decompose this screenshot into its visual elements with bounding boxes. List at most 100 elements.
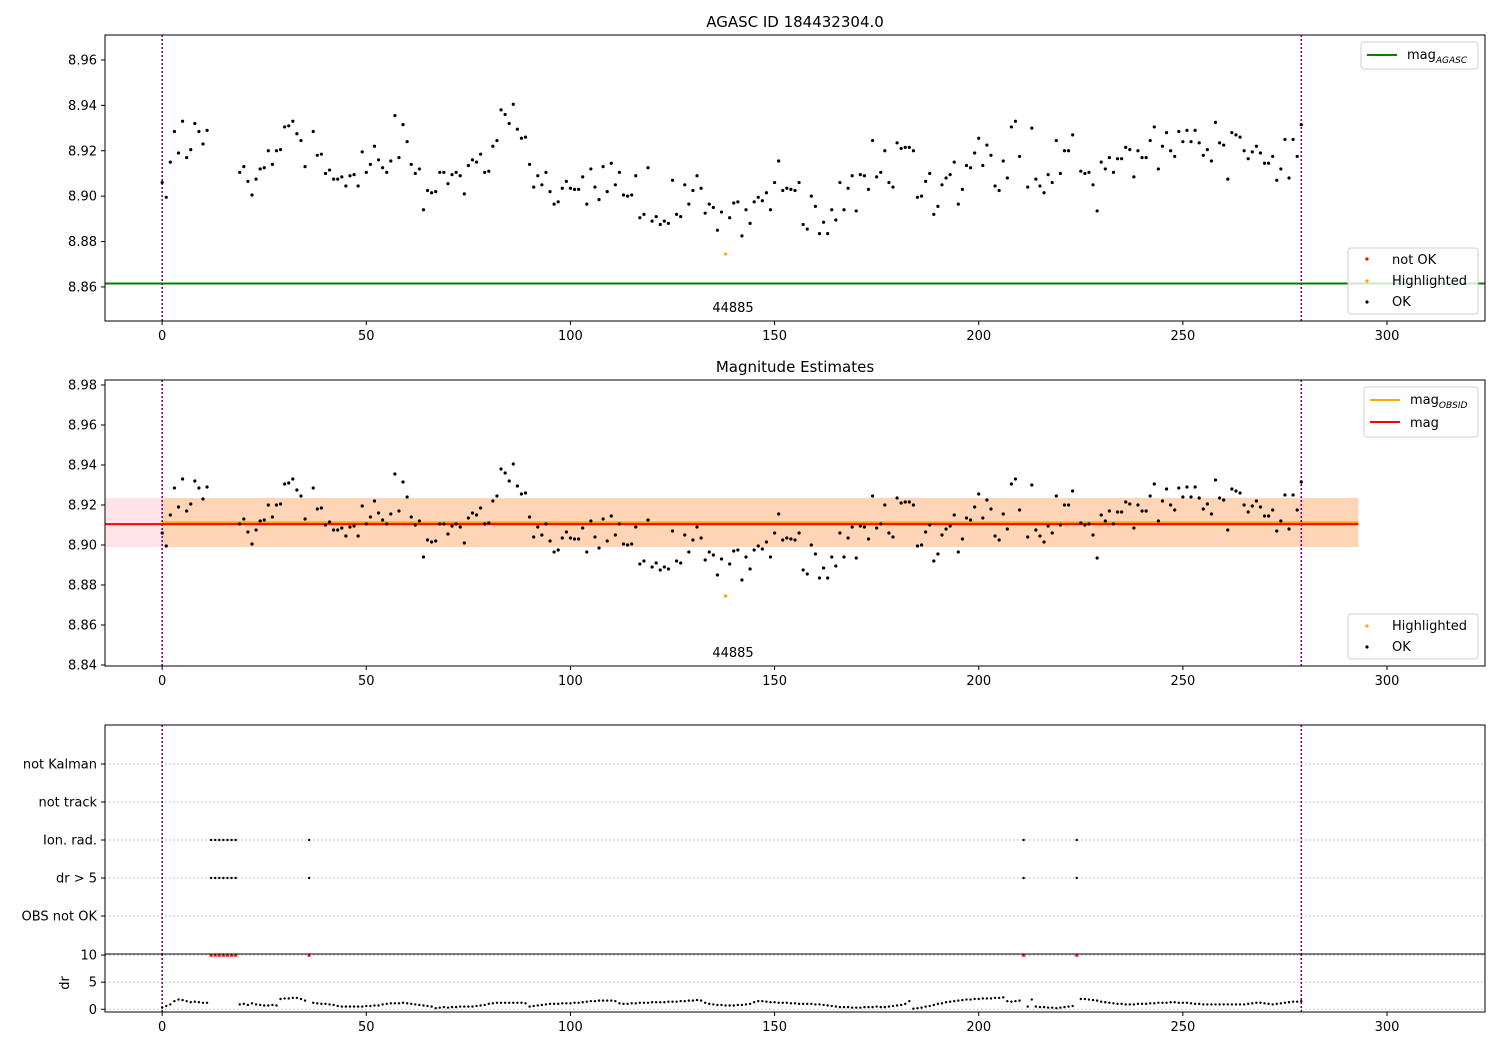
dr-point — [879, 1005, 882, 1009]
y-tick-label: 8.92 — [68, 144, 97, 159]
ok-point — [401, 123, 405, 127]
dr-point — [642, 1001, 646, 1004]
ok-point — [160, 531, 164, 535]
dr-point — [663, 1001, 666, 1004]
dr-point — [434, 1007, 437, 1010]
ok-point — [838, 180, 842, 185]
dr-point — [985, 997, 989, 1000]
panel-magnitude-frame — [104, 379, 1486, 667]
ok-point — [1091, 183, 1095, 187]
ok-point — [989, 507, 993, 511]
ok-point — [425, 188, 430, 193]
ok-point — [568, 186, 573, 190]
ok-point — [854, 556, 858, 560]
ok-point — [1144, 155, 1148, 160]
ok-point — [413, 171, 417, 176]
flag-point — [1022, 876, 1025, 880]
x-tick-label: 100 — [558, 674, 583, 689]
ok-point — [446, 182, 450, 186]
ok-point — [932, 559, 936, 563]
ok-point — [997, 188, 1001, 193]
ok-point — [283, 125, 287, 129]
y-tick-label: 8.86 — [68, 280, 97, 295]
ok-point — [679, 561, 683, 565]
flag-point — [1022, 838, 1025, 842]
legend-label-ok: OK — [1392, 295, 1411, 310]
dr-point — [165, 1004, 168, 1008]
x-tick-label: 200 — [966, 329, 991, 344]
dr-clipped-marker — [225, 952, 230, 957]
ok-point — [1197, 496, 1201, 500]
ok-point — [691, 188, 695, 193]
dr-point — [356, 1005, 360, 1008]
dr-point — [814, 1003, 817, 1006]
ok-point — [458, 525, 462, 529]
ok-point — [1238, 491, 1242, 495]
dr-point — [1079, 997, 1082, 1001]
ok-point — [340, 526, 344, 530]
dr-point — [691, 999, 695, 1002]
ok-point — [381, 166, 385, 170]
ok-point — [1283, 493, 1287, 497]
dr-point — [863, 1005, 866, 1009]
dr-point — [687, 999, 691, 1002]
ok-point — [838, 531, 842, 535]
dr-point — [569, 1002, 572, 1005]
ok-point — [597, 197, 601, 202]
dr-point — [891, 1004, 895, 1008]
panel-agasc-points — [160, 102, 1303, 256]
ok-point — [1054, 494, 1058, 498]
dr-point — [899, 1003, 903, 1007]
ok-point — [185, 509, 189, 513]
ok-point — [1034, 528, 1038, 532]
dr-point — [818, 1003, 821, 1006]
dr-point — [728, 1004, 731, 1007]
dr-point — [1038, 1005, 1042, 1009]
ok-point — [650, 219, 654, 223]
legend-box — [1360, 41, 1479, 70]
dr-point — [193, 1000, 197, 1003]
ok-point — [658, 568, 662, 572]
ok-point — [556, 200, 560, 204]
ok-point — [250, 542, 254, 546]
ok-point — [985, 143, 989, 147]
ok-point — [1132, 526, 1136, 530]
x-tick-label: 150 — [762, 674, 787, 689]
ok-point — [719, 557, 724, 561]
dr-point — [1206, 1003, 1209, 1006]
ok-point — [238, 170, 242, 174]
ok-point — [1156, 519, 1160, 523]
ok-point — [532, 185, 536, 189]
ok-point — [364, 170, 368, 174]
dr-point — [405, 1002, 409, 1005]
ok-point — [287, 481, 291, 485]
dr-point — [397, 1002, 401, 1005]
ok-point — [1034, 177, 1038, 181]
y-tick-label: 8.96 — [68, 53, 97, 68]
dr-point — [659, 1001, 662, 1004]
ok-point — [572, 187, 577, 191]
ok-point — [1193, 485, 1197, 489]
ok-point — [924, 179, 928, 184]
panel-agasc-obsid-label: 44885 — [712, 301, 753, 316]
ok-point — [303, 517, 307, 521]
dr-point — [793, 1002, 797, 1005]
dr-point — [181, 998, 184, 1002]
ok-point — [1152, 482, 1156, 486]
ok-point — [670, 529, 675, 533]
ok-point — [409, 162, 413, 166]
dr-point — [1144, 1002, 1148, 1006]
ok-point — [1038, 534, 1042, 538]
dr-point — [520, 1001, 523, 1004]
ok-point — [544, 522, 548, 526]
ok-point — [589, 167, 593, 171]
dr-point — [654, 1001, 658, 1004]
panel-dr-ylabel: dr — [58, 976, 73, 990]
ok-point — [1107, 155, 1111, 160]
dr-point — [410, 1002, 413, 1006]
dr-point — [430, 1005, 433, 1008]
ok-point — [1062, 149, 1067, 153]
ok-point — [1258, 505, 1263, 509]
dr-point — [940, 1002, 944, 1005]
dr-point — [295, 996, 299, 1000]
